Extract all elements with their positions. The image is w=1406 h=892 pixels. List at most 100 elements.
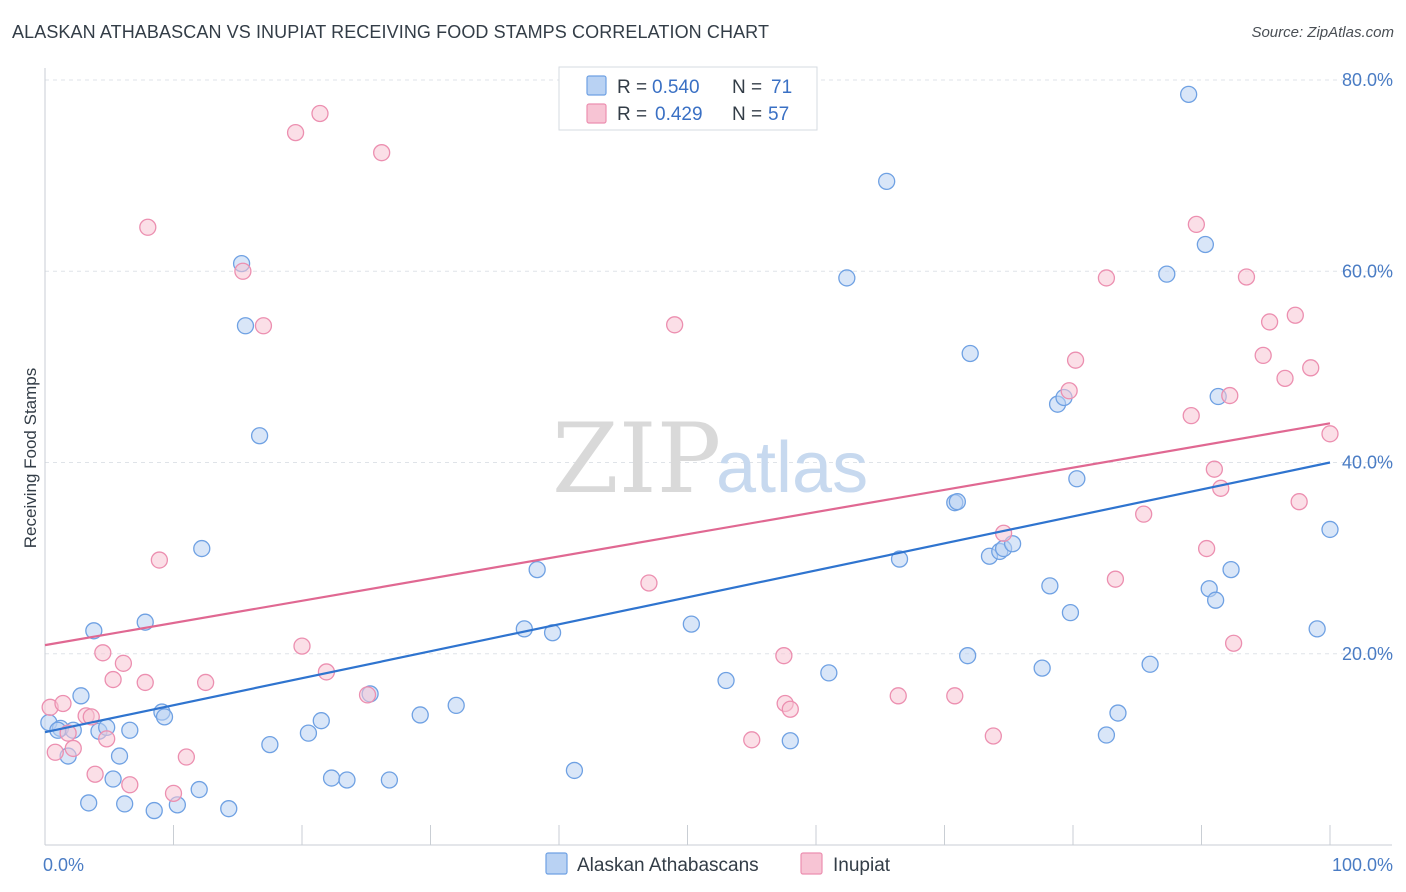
point-inupiat-49 [1237,268,1256,286]
point-inupiat-55 [1302,359,1320,377]
point-inupiat-32 [781,700,799,718]
point-alaskan-athabascans-5 [80,794,98,812]
point-alaskan-athabascans-18 [190,780,208,799]
point-alaskan-athabascans-6 [85,622,103,640]
legend-r-value-blue: 0.540 [652,77,700,98]
point-alaskan-athabascans-32 [447,696,465,715]
x-tick-label-1: 100.0% [1332,855,1393,875]
point-alaskan-athabascans-25 [299,724,318,742]
point-alaskan-athabascans-23 [250,427,269,445]
point-inupiat-28 [666,316,684,334]
point-alaskan-athabascans-52 [1033,659,1051,677]
point-inupiat-53 [1286,306,1304,324]
point-alaskan-athabascans-9 [104,770,122,788]
point-alaskan-athabascans-53 [1041,577,1059,595]
point-alaskan-athabascans-67 [1222,560,1240,579]
point-inupiat-38 [1066,351,1085,369]
point-alaskan-athabascans-60 [1141,655,1159,673]
point-inupiat-23 [311,104,329,123]
legend-n-label-pink: N = [732,104,762,125]
point-alaskan-athabascans-19 [193,539,211,558]
point-alaskan-athabascans-12 [121,721,139,739]
y-tick-label-1: 40.0% [1342,453,1393,473]
point-alaskan-athabascans-65 [1206,591,1225,609]
point-inupiat-42 [1182,406,1200,425]
y-tick-label-3: 80.0% [1342,70,1393,90]
point-inupiat-46 [1212,479,1230,497]
watermark-atlas: atlas [716,428,868,508]
point-inupiat-9 [98,730,116,748]
point-alaskan-athabascans-39 [781,732,799,750]
watermark: ZIP atlas [552,403,868,515]
point-inupiat-21 [286,123,305,142]
point-inupiat-30 [775,647,793,665]
point-alaskan-athabascans-30 [380,771,399,789]
point-alaskan-athabascans-63 [1196,235,1215,254]
point-inupiat-44 [1197,539,1216,558]
point-alaskan-athabascans-20 [220,800,238,818]
point-alaskan-athabascans-27 [322,769,341,787]
bottom-legend-swatch-pink [800,852,823,875]
point-inupiat-20 [254,317,273,335]
legend-r-label-pink: R = [617,104,647,125]
point-alaskan-athabascans-31 [411,706,429,724]
point-inupiat-27 [640,574,658,592]
point-alaskan-athabascans-38 [717,671,735,690]
point-alaskan-athabascans-61 [1158,265,1176,283]
point-inupiat-15 [150,551,169,569]
point-inupiat-56 [1321,425,1339,443]
point-inupiat-1 [46,743,64,761]
legend: R = 0.540 N = 71 R = 0.429 N = 57 [558,66,818,131]
point-alaskan-athabascans-46 [958,647,977,665]
point-inupiat-8 [94,644,112,662]
point-alaskan-athabascans-58 [1097,726,1116,744]
point-inupiat-37 [1060,382,1078,400]
tick-labels: 20.0% 40.0% 60.0% 80.0% 0.0% 100.0% [43,70,1393,875]
legend-r-label-blue: R = [617,77,647,98]
point-inupiat-50 [1254,346,1272,365]
point-alaskan-athabascans-36 [565,761,584,780]
point-alaskan-athabascans-4 [72,687,90,705]
series-inupiat-points [41,104,1339,803]
chart-title: ALASKAN ATHABASCAN VS INUPIAT RECEIVING … [12,22,770,42]
point-alaskan-athabascans-11 [116,795,134,813]
point-inupiat-51 [1260,313,1279,331]
y-tick-label-2: 60.0% [1342,261,1393,281]
source-label: Source: ZipAtlas.com [1251,24,1394,41]
point-alaskan-athabascans-22 [236,317,255,335]
point-alaskan-athabascans-69 [1321,520,1339,539]
legend-swatch-blue [586,75,607,96]
point-alaskan-athabascans-57 [1068,470,1086,488]
watermark-zip: ZIP [552,403,721,515]
point-alaskan-athabascans-28 [338,771,356,789]
point-inupiat-39 [1097,269,1116,287]
point-alaskan-athabascans-10 [110,747,129,765]
point-alaskan-athabascans-42 [878,172,896,191]
point-inupiat-52 [1276,369,1294,388]
point-alaskan-athabascans-33 [515,620,533,638]
point-inupiat-17 [177,748,196,766]
point-alaskan-athabascans-37 [682,615,701,633]
point-inupiat-10 [104,670,122,689]
point-alaskan-athabascans-34 [528,560,546,579]
point-alaskan-athabascans-26 [312,712,330,730]
axes [44,68,1392,846]
point-inupiat-48 [1224,634,1243,652]
y-tick-label-0: 20.0% [1342,644,1393,664]
point-alaskan-athabascans-68 [1308,620,1326,638]
point-alaskan-athabascans-16 [155,708,174,726]
point-alaskan-athabascans-14 [145,801,163,820]
point-inupiat-54 [1290,493,1308,511]
point-inupiat-2 [54,694,72,713]
x-tick-label-0: 0.0% [43,855,84,875]
point-alaskan-athabascans-41 [838,269,856,287]
point-inupiat-47 [1221,386,1239,405]
point-inupiat-7 [86,765,104,783]
point-inupiat-45 [1205,460,1223,478]
point-alaskan-athabascans-47 [961,344,979,363]
point-alaskan-athabascans-59 [1109,704,1127,722]
point-inupiat-35 [984,727,1002,745]
grid-lines [45,79,1392,655]
point-inupiat-13 [136,673,154,692]
